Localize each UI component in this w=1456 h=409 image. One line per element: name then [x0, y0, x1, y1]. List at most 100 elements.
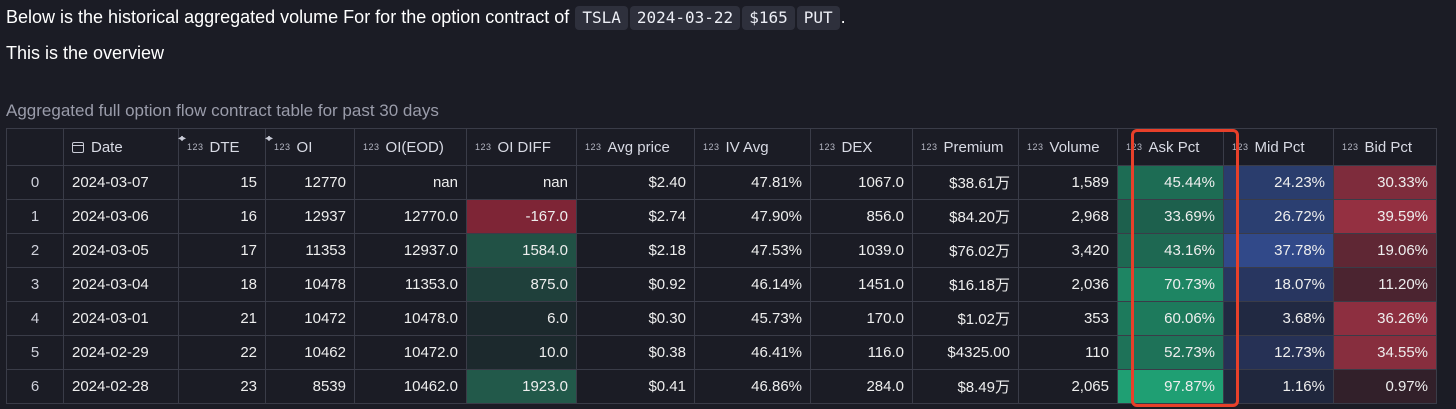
cell-bid-pct: 19.06% [1333, 233, 1437, 268]
row-index: 1 [6, 199, 64, 234]
cell-bid-pct: 39.59% [1333, 199, 1437, 234]
cell-oi-diff: 6.0 [466, 301, 577, 336]
cell-ask-pct: 60.06% [1117, 301, 1224, 336]
row-index: 3 [6, 267, 64, 302]
cell-volume: 1,589 [1018, 165, 1118, 200]
column-header-bid-pct[interactable]: 123 Bid Pct [1333, 128, 1437, 166]
cell-ask-pct: 45.44% [1117, 165, 1224, 200]
cell-oi: 11353 [265, 233, 355, 268]
cell-premium: $38.61万 [912, 165, 1019, 200]
number-type-icon: 123 [1126, 141, 1143, 152]
strike-code: $165 [742, 6, 795, 30]
cell-dex: 856.0 [810, 199, 913, 234]
cell-oi-diff: 1584.0 [466, 233, 577, 268]
cell-bid-pct: 0.97% [1333, 369, 1437, 404]
cell-premium: $84.20万 [912, 199, 1019, 234]
row-index: 4 [6, 301, 64, 336]
cell-iv-avg: 46.14% [694, 267, 811, 302]
cell-avg-price: $0.92 [576, 267, 695, 302]
column-header-dte[interactable]: 123 DTE ◂▸ [178, 128, 273, 166]
number-type-icon: 123 [819, 141, 836, 152]
cell-premium: $8.49万 [912, 369, 1019, 404]
cell-avg-price: $2.18 [576, 233, 695, 268]
cell-oi: 10462 [265, 335, 355, 370]
row-index: 5 [6, 335, 64, 370]
column-header-avg-price[interactable]: 123 Avg price [576, 128, 695, 166]
cell-oi-diff: 10.0 [466, 335, 577, 370]
cell-date: 2024-03-01 [63, 301, 179, 336]
cell-oi-eod: 11353.0 [354, 267, 467, 302]
cell-ask-pct: 97.87% [1117, 369, 1224, 404]
cell-bid-pct: 36.26% [1333, 301, 1437, 336]
cell-ask-pct: 52.73% [1117, 335, 1224, 370]
cell-avg-price: $0.41 [576, 369, 695, 404]
cell-volume: 2,065 [1018, 369, 1118, 404]
cell-oi: 12937 [265, 199, 355, 234]
cell-bid-pct: 34.55% [1333, 335, 1437, 370]
cell-mid-pct: 26.72% [1223, 199, 1334, 234]
cell-bid-pct: 30.33% [1333, 165, 1437, 200]
cell-ask-pct: 43.16% [1117, 233, 1224, 268]
table-row: 3 2024-03-04 18 10478 11353.0 875.0 $0.92 46.14… [6, 267, 1437, 302]
column-resize-handle-icon[interactable]: ◂▸ [264, 133, 273, 144]
table-row: 1 2024-03-06 16 12937 12770.0 -167.0 $2.74 47.9… [6, 199, 1437, 234]
cell-iv-avg: 47.53% [694, 233, 811, 268]
cell-oi: 8539 [265, 369, 355, 404]
column-header-mid-pct[interactable]: 123 Mid Pct [1223, 128, 1334, 166]
cell-oi-eod: 12937.0 [354, 233, 467, 268]
number-type-icon: 123 [585, 141, 602, 152]
table-row: 4 2024-03-01 21 10472 10478.0 6.0 $0.30 45.73% 1… [6, 301, 1437, 336]
overview-text: This is the overview [6, 43, 165, 63]
number-type-icon: 123 [274, 141, 291, 152]
calendar-icon [72, 141, 84, 153]
cell-oi-eod: 10478.0 [354, 301, 467, 336]
cell-date: 2024-03-07 [63, 165, 179, 200]
cell-oi-diff: nan [466, 165, 577, 200]
number-type-icon: 123 [187, 141, 204, 152]
cell-premium: $1.02万 [912, 301, 1019, 336]
cell-premium: $76.02万 [912, 233, 1019, 268]
cell-iv-avg: 46.86% [694, 369, 811, 404]
cell-date: 2024-03-04 [63, 267, 179, 302]
column-header-oi-eod[interactable]: 123 OI(EOD) [354, 128, 467, 166]
column-resize-handle-icon[interactable]: ◂▸ [177, 133, 186, 144]
cell-mid-pct: 24.23% [1223, 165, 1334, 200]
number-type-icon: 123 [475, 141, 492, 152]
cell-oi-eod: 12770.0 [354, 199, 467, 234]
cell-dte: 17 [178, 233, 266, 268]
column-header-ask-pct[interactable]: 123 Ask Pct [1117, 128, 1224, 166]
cell-date: 2024-02-29 [63, 335, 179, 370]
column-header-premium[interactable]: 123 Premium [912, 128, 1019, 166]
cell-volume: 353 [1018, 301, 1118, 336]
cell-avg-price: $0.30 [576, 301, 695, 336]
column-header-dex[interactable]: 123 DEX [810, 128, 913, 166]
column-header-iv-avg[interactable]: 123 IV Avg [694, 128, 811, 166]
cell-iv-avg: 45.73% [694, 301, 811, 336]
header-row: Date ◂▸ 123 DTE ◂▸ 123 OI 123 OI(EOD) 123 OI D… [6, 128, 1437, 166]
cell-oi-diff: 875.0 [466, 267, 577, 302]
column-header-date[interactable]: Date ◂▸ [63, 128, 186, 166]
row-index: 2 [6, 233, 64, 268]
cell-dex: 1067.0 [810, 165, 913, 200]
cell-volume: 3,420 [1018, 233, 1118, 268]
column-header-oi[interactable]: 123 OI [265, 128, 355, 166]
table-row: 0 2024-03-07 15 12770 nan nan $2.40 47.81% 1067.… [6, 165, 1437, 200]
cell-iv-avg: 47.90% [694, 199, 811, 234]
cell-oi-eod: 10462.0 [354, 369, 467, 404]
cell-dex: 1039.0 [810, 233, 913, 268]
column-header-oi-diff[interactable]: 123 OI DIFF [466, 128, 577, 166]
cell-volume: 2,968 [1018, 199, 1118, 234]
cell-oi: 12770 [265, 165, 355, 200]
row-index: 0 [6, 165, 64, 200]
table-row: 5 2024-02-29 22 10462 10472.0 10.0 $0.38 46.41%… [6, 335, 1437, 370]
cell-dex: 1451.0 [810, 267, 913, 302]
ticker-code: TSLA [575, 6, 628, 30]
cell-iv-avg: 47.81% [694, 165, 811, 200]
number-type-icon: 123 [1232, 141, 1249, 152]
cell-oi: 10472 [265, 301, 355, 336]
column-header-volume[interactable]: 123 Volume [1018, 128, 1118, 166]
cell-oi-eod: 10472.0 [354, 335, 467, 370]
cell-ask-pct: 70.73% [1117, 267, 1224, 302]
cell-dte: 16 [178, 199, 266, 234]
number-type-icon: 123 [1342, 141, 1359, 152]
